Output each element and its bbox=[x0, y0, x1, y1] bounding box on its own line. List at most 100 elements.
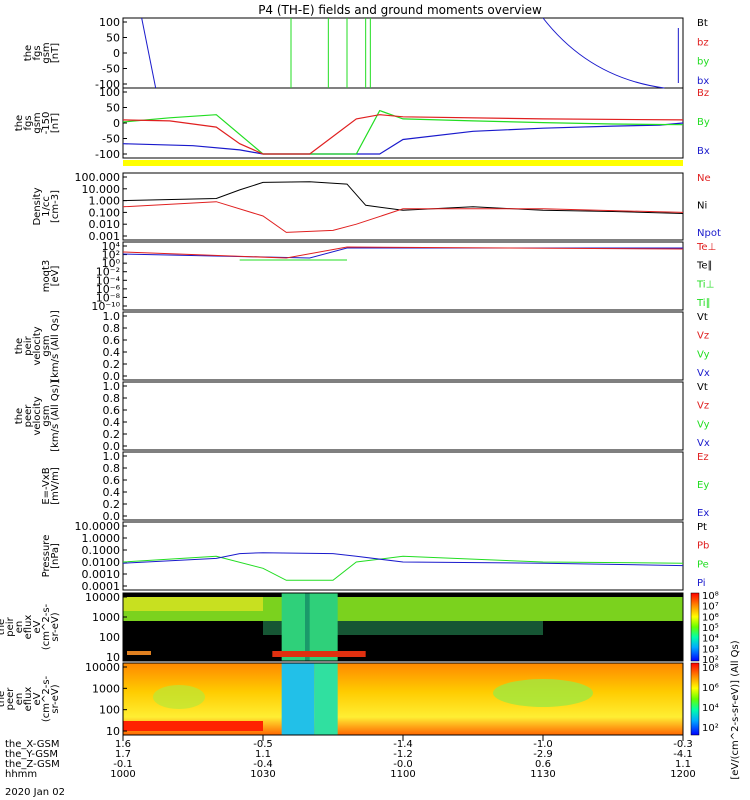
legend-bt: Bt bbox=[697, 18, 708, 29]
ephem-label: hhmm bbox=[5, 769, 37, 780]
y-tick-label: 0.100 bbox=[89, 206, 121, 219]
y-tick-label: 0.0010 bbox=[82, 568, 121, 581]
peer-spec-green-patch-left bbox=[153, 685, 205, 709]
y-tick-label: 0.4 bbox=[103, 346, 121, 359]
y-axis-label-line: the bbox=[14, 338, 25, 354]
colorbar-peer bbox=[690, 662, 700, 736]
y-axis-label-line: [eV] bbox=[50, 266, 61, 287]
y-axis-label: thefgsgsm-150[nT] bbox=[14, 112, 61, 135]
y-axis-label-line: gsm bbox=[41, 42, 52, 63]
y-tick-label: 0.1000 bbox=[82, 544, 121, 557]
ephem-value: -0.5 bbox=[253, 739, 273, 750]
panel-peer-spec: 10000 1000 100 10 thepeerenefluxeV(cm^2-s-sr… bbox=[0, 661, 684, 738]
colorbar-peir bbox=[690, 592, 700, 662]
ephem-value: 1.7 bbox=[115, 749, 131, 760]
y-tick-label: 1.0 bbox=[103, 310, 121, 323]
plot-title: P4 (TH-E) fields and ground moments over… bbox=[258, 3, 542, 17]
ephem-value: -1.0 bbox=[533, 739, 553, 750]
y-tick-label: 10⁰ bbox=[102, 257, 121, 270]
legend-te∥: Te∥ bbox=[696, 261, 713, 272]
y-tick-label: 0.8 bbox=[103, 462, 121, 475]
legend-ey: Ey bbox=[697, 480, 709, 491]
y-axis-label-line: sr-eV) bbox=[50, 684, 61, 713]
panel-frame bbox=[122, 311, 684, 381]
panel-frame bbox=[122, 172, 684, 241]
panel-efield: 1.00.80.60.40.20.0 E=-VxB[mV/m] Ez Ey Ex bbox=[41, 450, 709, 523]
legend-te⊥: Te⊥ bbox=[696, 242, 716, 253]
plot-date: 2020 Jan 02 bbox=[5, 787, 65, 798]
y-tick-label: 0.010 bbox=[89, 218, 121, 231]
series-by bbox=[122, 109, 684, 155]
y-tick-label: 0.0100 bbox=[82, 556, 121, 569]
ephem-value: -1.4 bbox=[393, 739, 413, 750]
y-axis-label-line: peer bbox=[23, 404, 34, 428]
y-axis-label: thepeerenefluxeV(cm^2-s-sr-eV) bbox=[0, 675, 61, 722]
peer-spec-mid-region bbox=[314, 663, 338, 735]
y-tick-label: 10⁻² bbox=[96, 266, 120, 279]
colorbar-tick: 10⁶ bbox=[702, 683, 719, 694]
y-axis-label: thepeirenefluxeV(cm^2-s-sr-eV) bbox=[0, 603, 61, 650]
series-bz bbox=[122, 114, 684, 155]
y-tick-label: 0.2 bbox=[103, 358, 121, 371]
y-tick-label: 100 bbox=[99, 631, 120, 644]
ephem-value: 1130 bbox=[530, 769, 555, 780]
legend-pi: Pi bbox=[697, 578, 706, 589]
y-axis-label: Density1/cc[cm-3] bbox=[32, 187, 61, 225]
panel-frame bbox=[122, 381, 684, 451]
y-axis-label-line: [nT] bbox=[50, 113, 61, 133]
y-axis-label-line: (cm^2-s- bbox=[41, 603, 52, 650]
y-tick-label: 10 bbox=[106, 725, 120, 738]
y-tick-label: 1.0 bbox=[103, 450, 121, 463]
y-tick-label: -50 bbox=[102, 63, 120, 76]
y-tick-label: 0.0 bbox=[103, 370, 121, 383]
y-tick-label: 0.8 bbox=[103, 322, 121, 335]
y-axis-label-line: Pressure bbox=[41, 535, 52, 578]
panel-peir-spec: 10000 1000 100 10 thepeirenefluxeV(cm^2-s-sr… bbox=[0, 591, 684, 664]
y-tick-label: 50 bbox=[106, 32, 120, 45]
y-tick-label: 10 bbox=[106, 651, 120, 664]
y-tick-label: 0.0001 bbox=[82, 580, 121, 593]
peir-spec-yellow-band bbox=[123, 597, 263, 611]
y-axis-label-line: en bbox=[14, 693, 25, 706]
peer-spec-red-strip bbox=[123, 721, 263, 731]
legend-by: By bbox=[697, 117, 710, 128]
y-tick-label: 0.4 bbox=[103, 416, 121, 429]
ephem-value: 1000 bbox=[110, 769, 135, 780]
y-axis-label-line: 1/cc bbox=[41, 196, 52, 217]
y-axis-label-line: [km/s (All Qs)] bbox=[50, 310, 61, 382]
ephem-value: 1.1 bbox=[255, 749, 271, 760]
colorbar-tick: 10⁸ bbox=[702, 591, 719, 602]
y-axis-label: thefgsgsm[nT] bbox=[23, 42, 61, 63]
y-tick-label: 10⁻¹⁰ bbox=[91, 300, 120, 313]
series-te bbox=[122, 246, 684, 259]
y-axis-label-line: (cm^2-s- bbox=[41, 675, 52, 722]
panel-peir-velocity: 1.00.80.60.40.20.0 thepeirvelocitygsm[km/… bbox=[14, 310, 710, 383]
y-tick-label: 0.8 bbox=[103, 392, 121, 405]
quality-flag-bar bbox=[123, 160, 683, 166]
panel-peer-velocity: 1.00.80.60.40.20.0 thepeervelocitygsm[km/… bbox=[14, 380, 710, 453]
legend-ne: Ne bbox=[697, 173, 711, 184]
y-tick-label: 0 bbox=[113, 117, 120, 130]
y-axis-label-line: gsm bbox=[41, 405, 52, 426]
y-axis-label-line: [nPa] bbox=[50, 543, 61, 569]
series-bx-top bbox=[141, 17, 157, 89]
ephem-label: the_X-GSM bbox=[5, 739, 59, 750]
legend-pe: Pe bbox=[697, 559, 709, 570]
colorbar-label: [eV/(cm^2-s-sr-eV)] (All Qs) bbox=[730, 640, 741, 779]
panel-frame bbox=[122, 241, 684, 311]
y-tick-label: 1000 bbox=[92, 682, 120, 695]
y-tick-label: 0 bbox=[113, 47, 120, 60]
panel-frame bbox=[122, 451, 684, 521]
y-axis-label-line: the bbox=[14, 408, 25, 424]
ephem-value: -2.9 bbox=[533, 749, 553, 760]
y-tick-label: 0.0 bbox=[103, 440, 121, 453]
y-axis-label-line: eV bbox=[32, 620, 43, 633]
panel-frame bbox=[122, 17, 684, 89]
legend-ti⊥: Ti⊥ bbox=[696, 279, 714, 290]
legend-vx: Vx bbox=[697, 438, 710, 449]
y-axis-label-line: en bbox=[14, 621, 25, 634]
